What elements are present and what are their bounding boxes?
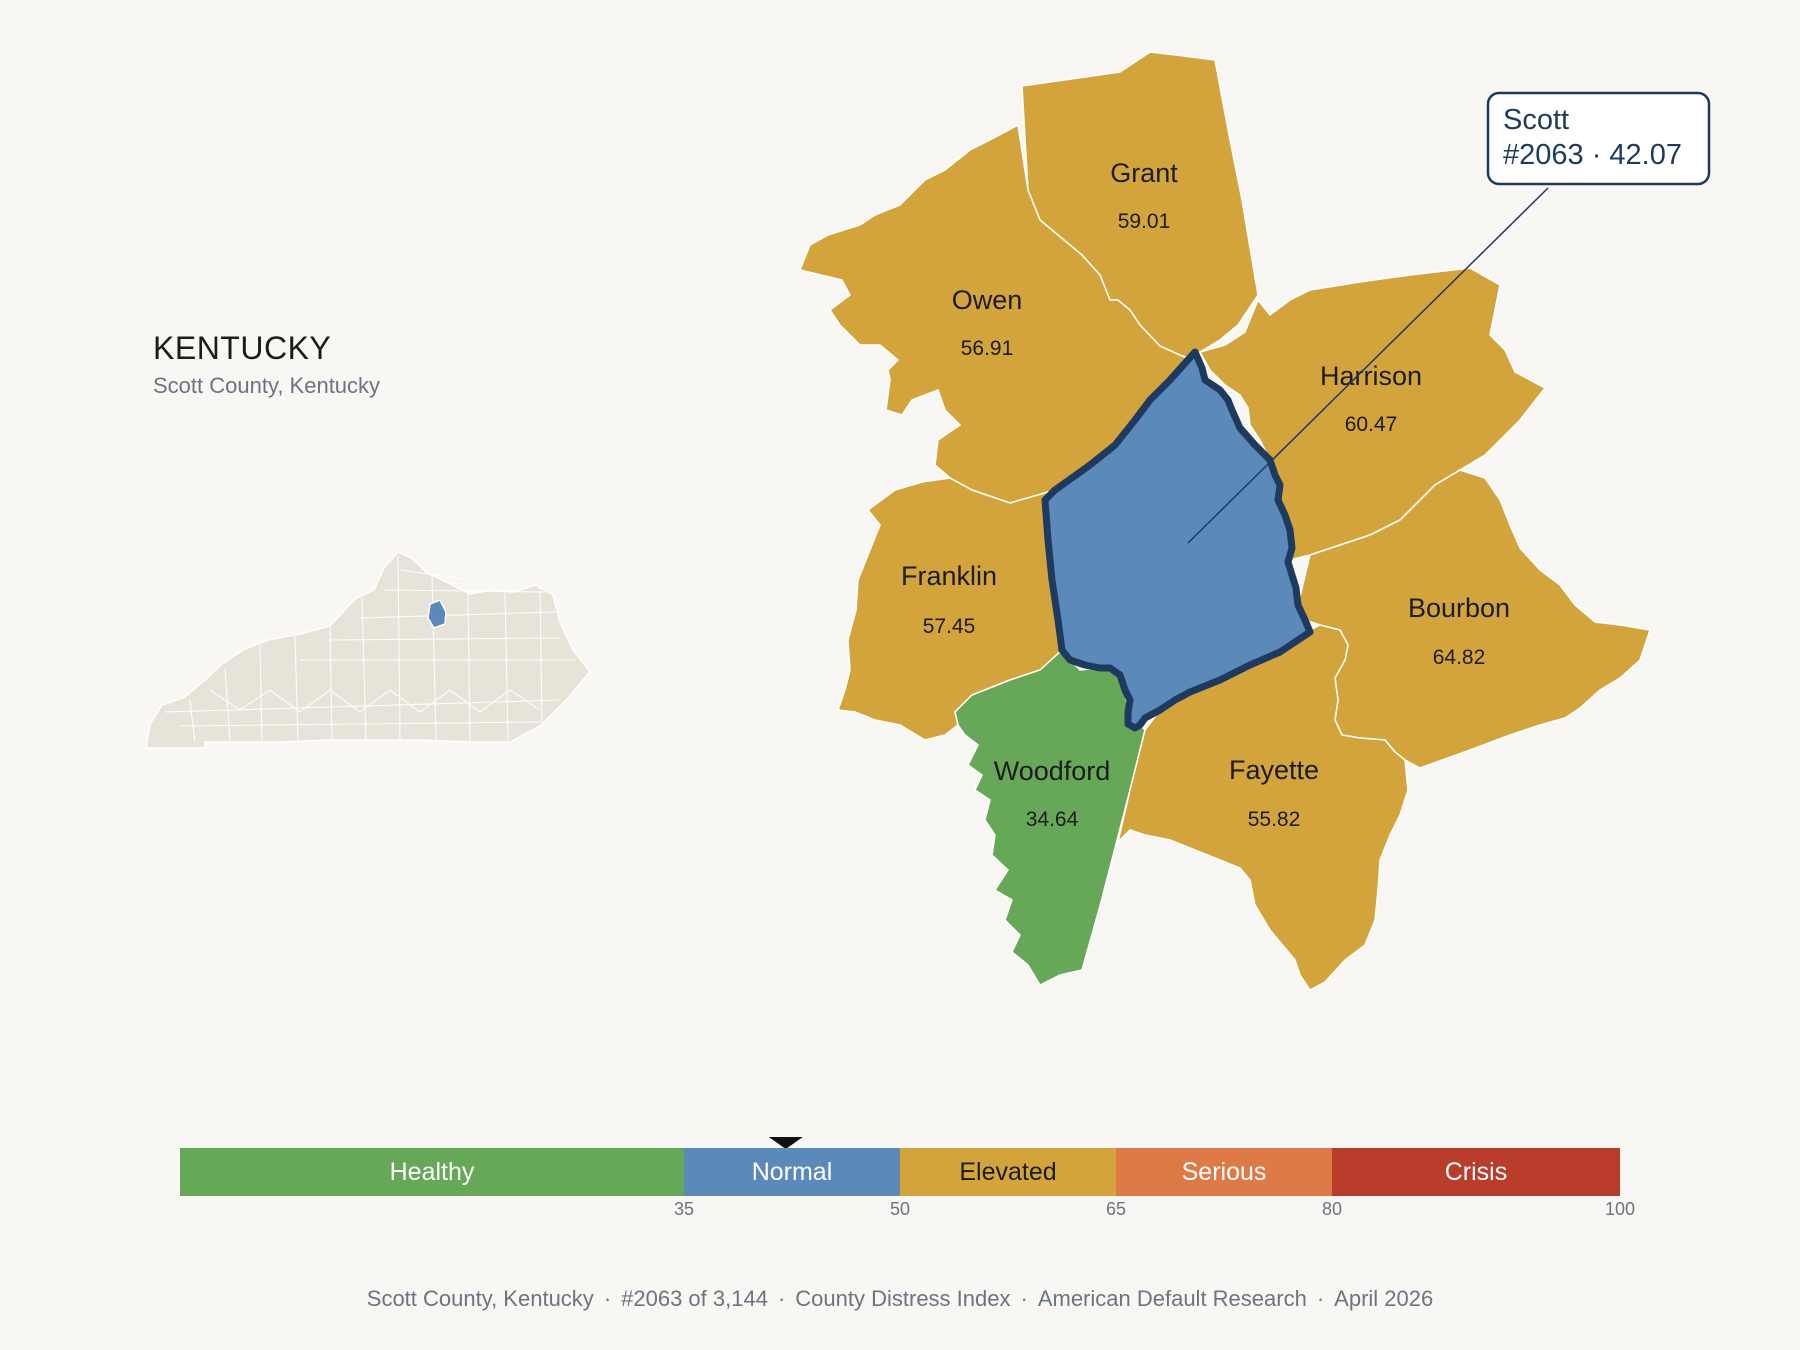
footer-location: Scott County, Kentucky	[366, 1286, 594, 1311]
footer-caption: Scott County, Kentucky · #2063 of 3,144 · Co…	[0, 1286, 1800, 1312]
legend-label-elevated: Elevated	[959, 1157, 1057, 1186]
inset-county-lines	[164, 555, 575, 743]
state-inset	[145, 551, 591, 749]
state-subtitle: Scott County, Kentucky	[153, 373, 381, 398]
value-fayette: 55.82	[1248, 808, 1301, 831]
label-woodford: Woodford	[994, 756, 1111, 786]
inset-scott-highlight	[427, 599, 447, 629]
legend-tick-35: 35	[673, 1199, 695, 1219]
legend-label-serious: Serious	[1181, 1157, 1267, 1186]
county-scott-highlighted[interactable]	[1041, 348, 1314, 732]
label-fayette: Fayette	[1229, 755, 1319, 785]
county-owen[interactable]	[798, 123, 1197, 504]
callout-box	[1486, 91, 1711, 186]
footer-separator: ·	[1020, 1286, 1028, 1311]
kentucky-inset-shape	[145, 551, 591, 749]
legend-label-healthy: Healthy	[389, 1157, 475, 1186]
value-franklin: 57.45	[923, 615, 976, 638]
legend-segment-normal: Normal	[684, 1148, 900, 1196]
legend-tick-50: 50	[889, 1199, 911, 1219]
scott-callout: Scott #2063 · 42.07	[1187, 91, 1711, 544]
footer-date: April 2026	[1334, 1286, 1434, 1311]
counties-layer	[798, 51, 1651, 991]
legend-tick-65: 65	[1105, 1199, 1127, 1219]
footer-separator: ·	[603, 1286, 612, 1311]
legend-tick-80: 80	[1321, 1199, 1343, 1219]
legend-bar: Healthy Normal Elevated Serious Crisis	[180, 1148, 1620, 1196]
label-franklin: Franklin	[901, 561, 997, 591]
footer-rank: #2063 of 3,144	[621, 1286, 768, 1311]
legend-segment-crisis: Crisis	[1332, 1148, 1620, 1196]
value-bourbon: 64.82	[1433, 646, 1486, 669]
legend-segment-serious: Serious	[1116, 1148, 1332, 1196]
value-grant: 59.01	[1118, 210, 1171, 233]
legend-label-crisis: Crisis	[1444, 1157, 1508, 1186]
footer-separator: ·	[1316, 1286, 1325, 1311]
footer-source: American Default Research	[1037, 1286, 1307, 1311]
label-harrison: Harrison	[1320, 361, 1422, 391]
label-bourbon: Bourbon	[1408, 593, 1510, 623]
callout-county-name: Scott	[1503, 104, 1569, 136]
county-value-labels: 59.01 56.91 60.47 57.45 64.82 34.64 55.8…	[923, 210, 1486, 831]
county-name-labels: Grant Owen Harrison Franklin Bourbon Woo…	[901, 158, 1510, 786]
callout-leader-line	[1187, 187, 1549, 544]
legend-tick-100: 100	[1604, 1199, 1636, 1219]
value-woodford: 34.64	[1026, 808, 1079, 831]
footer-index-name: County Distress Index	[795, 1286, 1011, 1311]
label-owen: Owen	[952, 285, 1023, 315]
legend-segment-healthy: Healthy	[180, 1148, 684, 1196]
legend-marker	[768, 1137, 803, 1149]
state-title: KENTUCKY	[153, 330, 332, 366]
legend-segment-elevated: Elevated	[900, 1148, 1116, 1196]
legend-label-normal: Normal	[751, 1157, 833, 1186]
footer-separator: ·	[777, 1286, 786, 1311]
value-harrison: 60.47	[1345, 413, 1398, 436]
label-grant: Grant	[1110, 158, 1178, 188]
callout-rank-score: #2063 · 42.07	[1503, 139, 1682, 171]
value-owen: 56.91	[961, 337, 1014, 360]
